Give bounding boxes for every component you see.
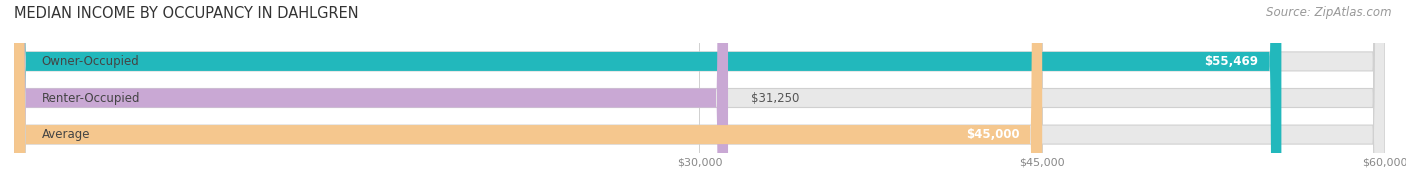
- Text: $31,250: $31,250: [751, 92, 799, 104]
- Text: Average: Average: [42, 128, 90, 141]
- Text: $55,469: $55,469: [1205, 55, 1258, 68]
- FancyBboxPatch shape: [14, 0, 1281, 196]
- Text: Source: ZipAtlas.com: Source: ZipAtlas.com: [1267, 6, 1392, 19]
- FancyBboxPatch shape: [14, 0, 1385, 196]
- Text: Renter-Occupied: Renter-Occupied: [42, 92, 141, 104]
- Text: $45,000: $45,000: [966, 128, 1019, 141]
- FancyBboxPatch shape: [14, 0, 1385, 196]
- FancyBboxPatch shape: [14, 0, 728, 196]
- FancyBboxPatch shape: [14, 0, 1385, 196]
- Text: MEDIAN INCOME BY OCCUPANCY IN DAHLGREN: MEDIAN INCOME BY OCCUPANCY IN DAHLGREN: [14, 6, 359, 21]
- FancyBboxPatch shape: [14, 0, 1042, 196]
- Text: Owner-Occupied: Owner-Occupied: [42, 55, 139, 68]
